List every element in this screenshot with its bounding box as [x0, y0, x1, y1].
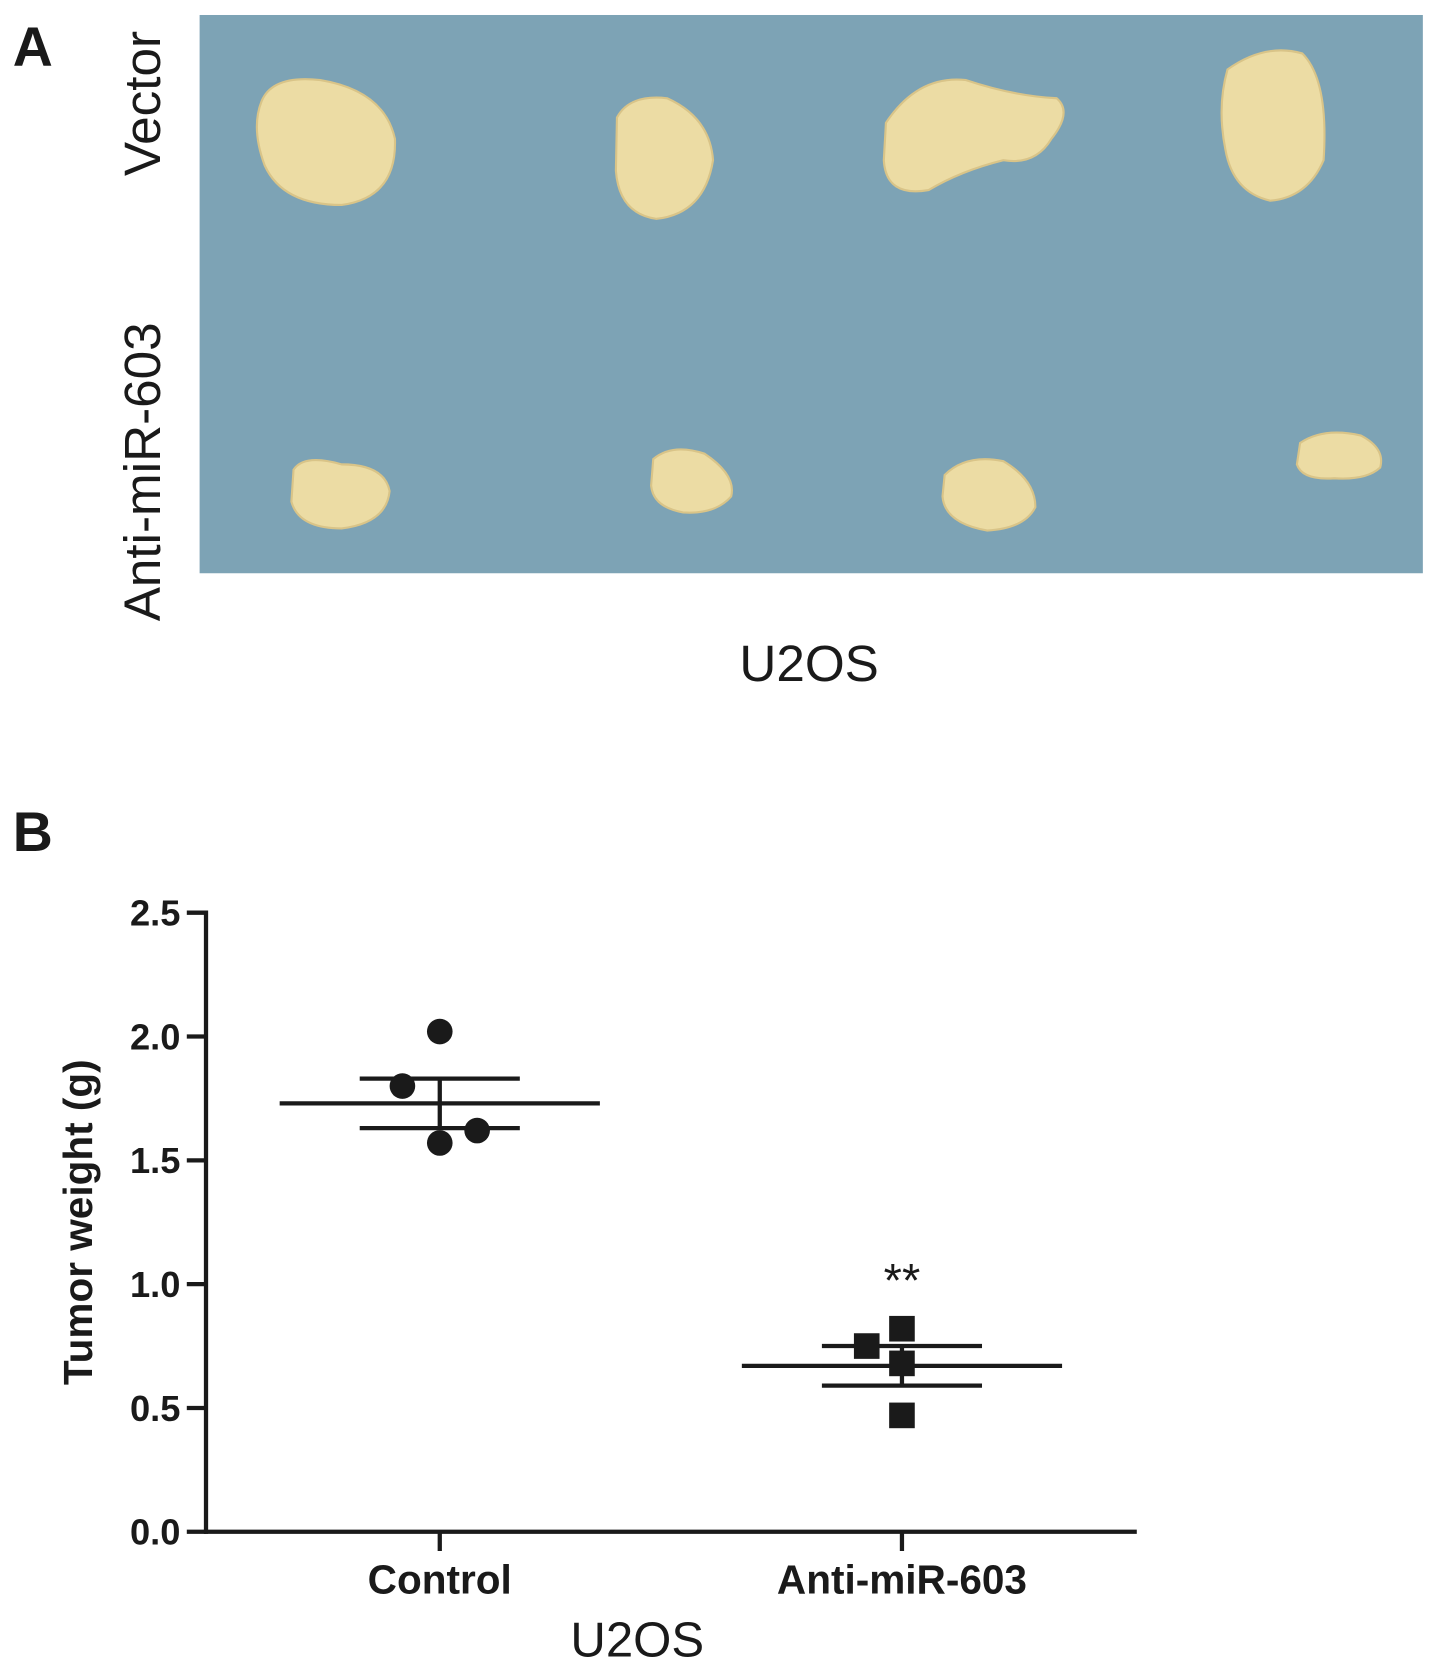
error-bar: [359, 1076, 520, 1131]
significance: **: [884, 1254, 921, 1307]
row-label: Anti-miR-603: [114, 322, 171, 621]
row-label: Vector: [114, 31, 171, 176]
photo: [199, 14, 1423, 574]
x-label: U2OS: [739, 635, 878, 692]
y-tick-label: 1.0: [130, 1264, 180, 1305]
y-tick-label: 2.5: [130, 892, 180, 933]
y-axis-label: Tumor weight (g): [55, 1059, 101, 1385]
error-bar: [821, 1343, 983, 1388]
y-tick-label: 1.5: [130, 1140, 180, 1181]
panel-label: A: [13, 16, 53, 78]
data-point: [889, 1402, 915, 1429]
y-tick-label: 0.5: [130, 1388, 180, 1429]
data-point: [426, 1130, 453, 1156]
y-tick-label: 0.0: [130, 1512, 180, 1553]
data-point: [889, 1315, 915, 1342]
panel-label: B: [13, 801, 53, 863]
y-tick-label: 2.0: [130, 1016, 180, 1057]
x-tick-label: Anti-miR-603: [777, 1557, 1027, 1603]
data-point: [426, 1018, 453, 1045]
x-tick-label: Control: [368, 1557, 512, 1603]
x-axis-label: U2OS: [570, 1614, 704, 1668]
data-point: [464, 1117, 490, 1144]
